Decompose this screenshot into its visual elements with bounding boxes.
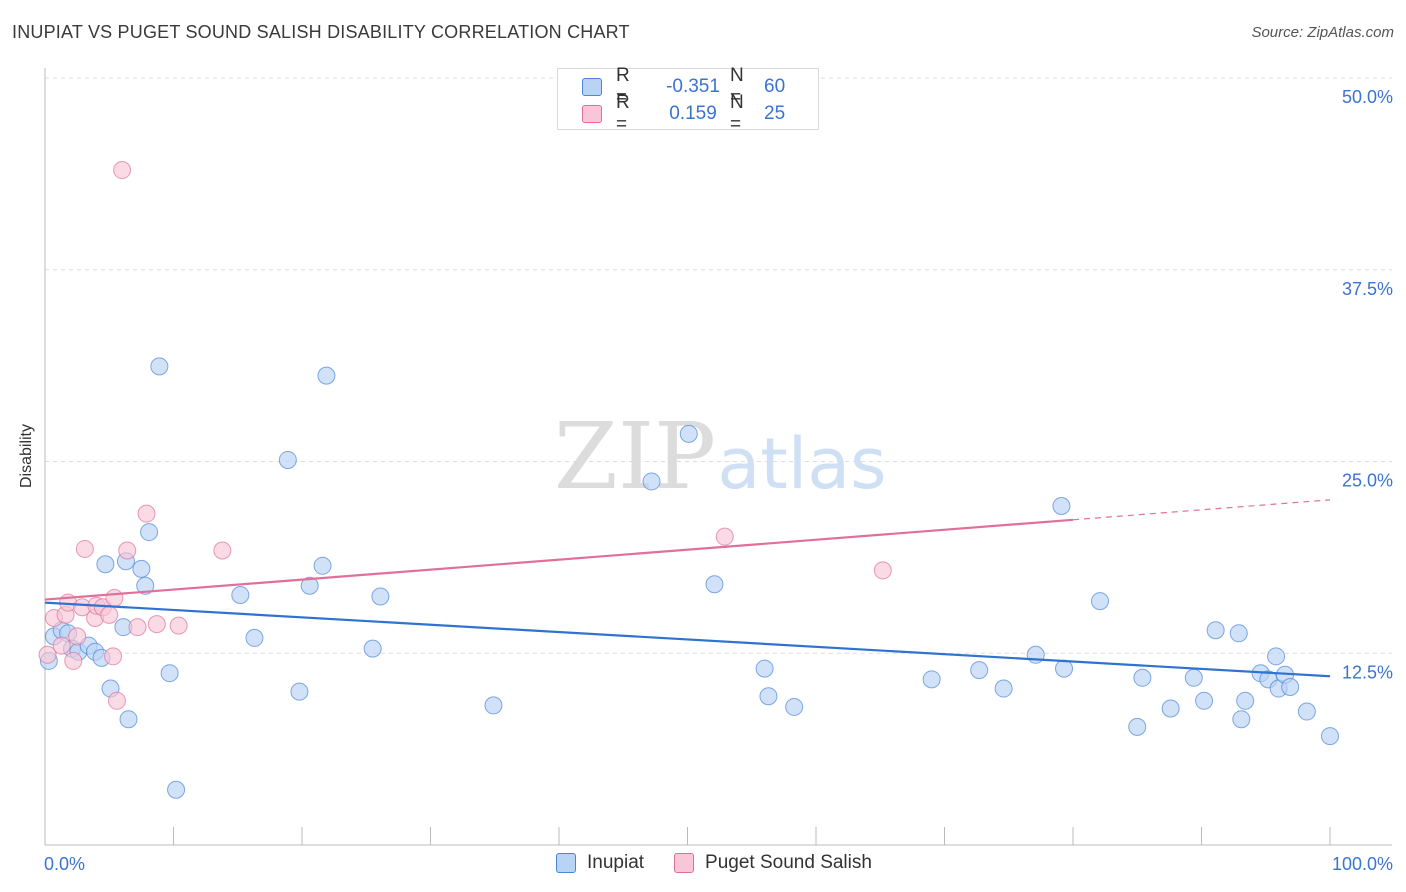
legend-n-label: N =: [730, 65, 744, 108]
point-inupiat: [300, 576, 319, 595]
point-puget-sound-salish: [873, 561, 892, 580]
point-inupiat: [1133, 668, 1152, 687]
point-inupiat: [136, 576, 155, 595]
grid-lines: [45, 77, 1392, 654]
point-inupiat: [132, 559, 151, 578]
point-puget-sound-salish: [169, 616, 188, 635]
point-puget-sound-salish: [213, 541, 232, 560]
legend-label-puget-sound-salish: Puget Sound Salish: [705, 852, 872, 873]
x-tick-label-0: 0.0%: [44, 854, 85, 874]
point-inupiat: [1206, 621, 1225, 640]
legend-n-label: N =: [730, 92, 744, 135]
point-inupiat: [705, 575, 724, 594]
legend-swatch-puget-sound-salish: [582, 105, 602, 123]
point-inupiat: [150, 357, 169, 376]
y-tick-label-12-5: 12.5%: [1342, 662, 1393, 682]
point-inupiat: [313, 556, 332, 575]
axes: [44, 68, 1392, 846]
point-inupiat: [970, 661, 989, 680]
point-inupiat: [119, 710, 138, 729]
point-inupiat: [1195, 691, 1214, 710]
point-inupiat: [785, 697, 804, 716]
point-inupiat: [1267, 647, 1286, 666]
point-puget-sound-salish: [105, 589, 124, 608]
point-inupiat: [922, 670, 941, 689]
correlation-legend: R = -0.351 N = 60 R = 0.159 N = 25: [557, 65, 819, 135]
point-inupiat: [371, 587, 390, 606]
point-inupiat: [1184, 668, 1203, 687]
legend-n-value: 60: [764, 76, 786, 97]
point-inupiat: [994, 679, 1013, 698]
point-puget-sound-salish: [147, 615, 166, 634]
point-inupiat: [1128, 717, 1147, 736]
x-tick-label-100: 100.0%: [1332, 854, 1393, 874]
point-puget-sound-salish: [137, 504, 156, 523]
point-inupiat: [1321, 727, 1339, 746]
point-inupiat: [1297, 702, 1316, 721]
point-inupiat: [1161, 699, 1180, 718]
point-inupiat: [363, 639, 382, 658]
point-puget-sound-salish: [38, 645, 57, 664]
watermark-atlas: atlas: [717, 423, 886, 505]
point-inupiat: [245, 628, 264, 647]
point-puget-sound-salish: [118, 541, 137, 560]
point-puget-sound-salish: [107, 691, 126, 710]
point-inupiat: [759, 687, 778, 706]
point-inupiat: [484, 696, 503, 715]
point-inupiat: [1236, 691, 1255, 710]
point-inupiat: [140, 523, 159, 542]
point-inupiat: [1052, 496, 1071, 515]
trendline-inupiat: [44, 601, 1331, 678]
point-inupiat: [290, 682, 309, 701]
legend-r-value: 0.159: [669, 103, 717, 124]
trendline-puget-sound-salish-extension: [1072, 499, 1331, 521]
point-puget-sound-salish: [75, 539, 94, 558]
point-puget-sound-salish: [128, 618, 147, 637]
point-inupiat: [1055, 659, 1074, 678]
point-inupiat: [755, 659, 774, 678]
point-puget-sound-salish: [715, 527, 734, 546]
point-inupiat: [96, 555, 115, 574]
point-puget-sound-salish: [52, 636, 71, 655]
legend-r-value: -0.351: [666, 76, 720, 97]
trendline-puget-sound-salish: [44, 518, 1074, 601]
point-inupiat: [1090, 592, 1109, 611]
point-inupiat: [231, 585, 250, 604]
legend-label-inupiat: Inupiat: [587, 852, 645, 873]
point-inupiat: [1229, 624, 1248, 643]
point-puget-sound-salish: [100, 605, 119, 624]
series-legend: Inupiat Puget Sound Salish: [556, 852, 902, 874]
point-inupiat: [160, 664, 179, 683]
legend-swatch-inupiat: [556, 853, 576, 873]
trend-lines: [44, 499, 1331, 678]
y-tick-label-37-5: 37.5%: [1342, 279, 1393, 299]
point-inupiat: [1281, 677, 1300, 696]
point-inupiat: [278, 450, 297, 469]
chart-title: INUPIAT VS PUGET SOUND SALISH DISABILITY…: [12, 22, 630, 42]
point-inupiat: [317, 366, 336, 385]
legend-r-label: R =: [616, 92, 630, 135]
source-label: Source: ZipAtlas.com: [1251, 24, 1394, 41]
legend-swatch-puget-sound-salish: [674, 853, 695, 873]
point-puget-sound-salish: [64, 651, 83, 670]
tick-labels: 12.5% 25.0% 37.5% 50.0% 0.0% 100.0%: [44, 87, 1393, 874]
point-puget-sound-salish: [113, 161, 132, 180]
y-tick-label-50: 50.0%: [1342, 87, 1393, 107]
legend-item-inupiat: Inupiat: [556, 852, 644, 874]
legend-swatch-inupiat: [582, 78, 602, 96]
legend-r-label: R =: [616, 65, 630, 108]
y-tick-label-25: 25.0%: [1342, 471, 1393, 491]
point-inupiat: [679, 424, 698, 443]
point-inupiat: [642, 472, 661, 491]
legend-n-value: 25: [764, 103, 786, 124]
point-puget-sound-salish: [68, 627, 87, 646]
watermark-zip: ZIP: [554, 403, 716, 510]
point-inupiat: [1232, 710, 1251, 729]
watermark: ZIP atlas: [554, 403, 887, 510]
legend-item-puget-sound-salish: Puget Sound Salish: [674, 852, 872, 874]
point-puget-sound-salish: [104, 647, 123, 666]
point-inupiat: [167, 780, 186, 799]
